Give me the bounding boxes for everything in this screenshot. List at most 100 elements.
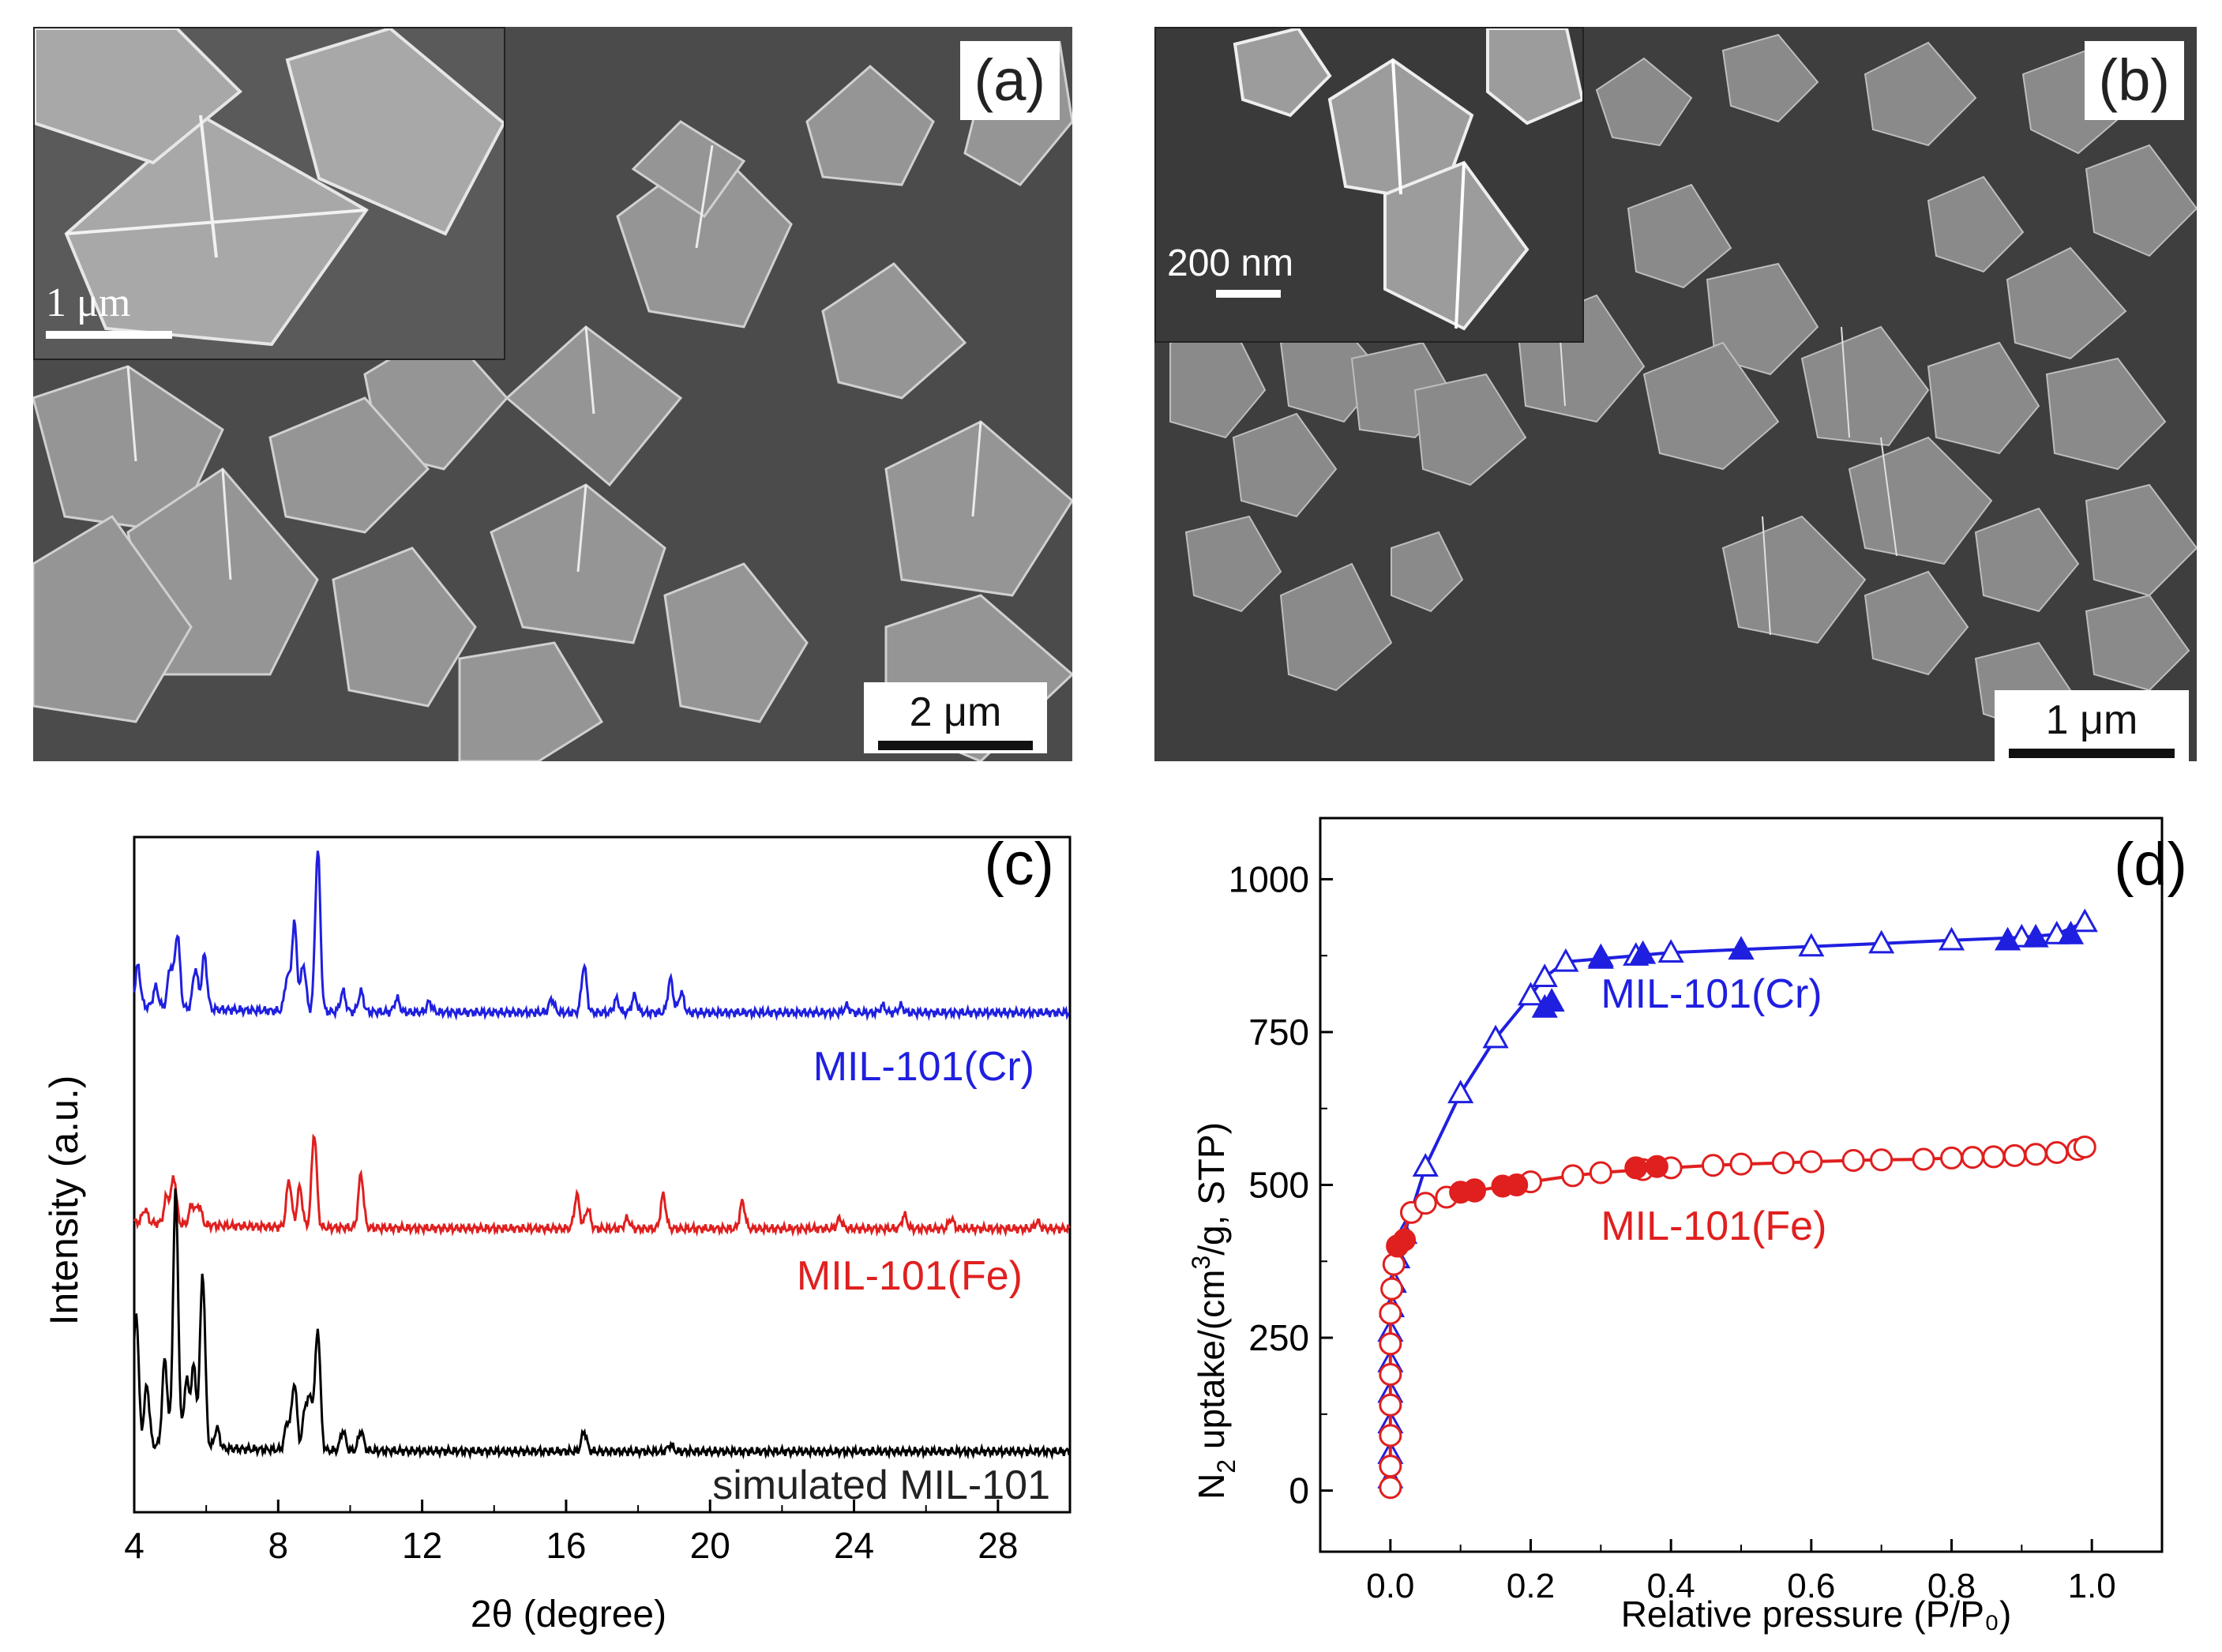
- x-tick-label-d-5: 1.0: [2068, 1567, 2116, 1605]
- y-tick-label-d-4: 1000: [1229, 858, 1309, 899]
- marker-ads-d-1: [1701, 1154, 1725, 1177]
- x-tick-label-c-3: 16: [546, 1525, 586, 1566]
- marker-ads-d-0: [1657, 939, 1684, 963]
- marker-ads-d-1: [1379, 1332, 1402, 1356]
- marker-ads-d-1: [1841, 1149, 1865, 1173]
- x-tick-label-c-1: 8: [268, 1525, 289, 1566]
- marker-ads-d-1: [2073, 1136, 2096, 1159]
- marker-ads-d-1: [1413, 1192, 1437, 1215]
- inset-scale-bar-b: 200 nm: [1167, 242, 1357, 298]
- marker-ads-d-0: [1798, 933, 1825, 957]
- ylabel-d-end: /g, STP): [1191, 1122, 1232, 1256]
- ylabel-d-sup: 3: [1187, 1256, 1215, 1270]
- series-label-c-2: simulated MIL-101: [712, 1462, 1050, 1508]
- marker-des-d-0: [1587, 943, 1614, 967]
- marker-des-d-0: [2022, 923, 2049, 948]
- marker-ads-d-1: [1729, 1152, 1753, 1176]
- inset-scale-label-b: 200 nm: [1167, 242, 1294, 284]
- marker-ads-d-1: [1771, 1151, 1795, 1175]
- marker-ads-d-1: [1379, 1393, 1402, 1417]
- sem-inset-b: 200 nm: [1154, 27, 1584, 343]
- panel-label-b: (b): [2084, 41, 2184, 120]
- marker-ads-d-1: [1379, 1301, 1402, 1325]
- marker-ads-d-1: [1382, 1252, 1406, 1276]
- x-tick-label-d-0: 0.0: [1366, 1567, 1414, 1605]
- ylabel-d-main: N: [1191, 1474, 1232, 1500]
- sem-image-a: 1 μm (a) 2 μm: [33, 27, 1072, 761]
- inset-scale-bar-a: 1 μm: [46, 280, 172, 339]
- x-tick-label-d-2: 0.4: [1647, 1567, 1695, 1605]
- marker-ads-d-1: [1961, 1146, 1984, 1170]
- marker-ads-d-0: [1531, 963, 1558, 987]
- panel-label-c: (c): [984, 831, 1054, 898]
- chart-d-isotherm: (d) N2 uptake/(cm3/g, STP) Relative pres…: [1187, 817, 2187, 1635]
- marker-des-d-0: [1531, 993, 1558, 1018]
- sem-crystals-a: [33, 27, 1072, 761]
- panel-label-a: (a): [959, 41, 1060, 120]
- x-tick-label-d-3: 0.6: [1787, 1567, 1835, 1605]
- series-line-d-1: [1388, 1145, 2085, 1488]
- marker-ads-d-1: [1561, 1164, 1585, 1188]
- y-tick-label-d-3: 750: [1248, 1012, 1309, 1053]
- marker-ads-d-0: [1938, 926, 1965, 951]
- marker-des-d-0: [2057, 921, 2085, 944]
- x-tick-label-c-0: 4: [124, 1525, 145, 1566]
- series-label-d-1: MIL-101(Fe): [1601, 1203, 1826, 1249]
- ylabel-d-rest: uptake/(cm: [1191, 1270, 1232, 1459]
- marker-ads-d-1: [1940, 1146, 1963, 1170]
- panel-label-d: (d): [2114, 831, 2187, 898]
- y-tick-label-d-1: 250: [1248, 1317, 1309, 1358]
- scale-label-b: 1 μm: [2045, 697, 2138, 743]
- marker-ads-d-0: [1482, 1024, 1509, 1049]
- x-tick-label-c-6: 28: [978, 1525, 1018, 1566]
- y-tick-label-d-0: 0: [1289, 1470, 1309, 1511]
- scale-bar-a: 2 μm: [864, 682, 1047, 753]
- marker-des-d-0: [1630, 940, 1657, 964]
- series-line-c-0: [133, 850, 1070, 1022]
- plot-frame-c: [133, 835, 1072, 1514]
- marker-ads-d-0: [1868, 929, 1895, 954]
- inset-crystal-b: [1156, 28, 1582, 341]
- marker-ads-d-1: [1379, 1476, 1402, 1500]
- marker-des-d-1: [1449, 1181, 1473, 1204]
- x-tick-label-c-5: 24: [834, 1525, 874, 1566]
- x-tick-label-d-1: 0.2: [1507, 1567, 1555, 1605]
- marker-des-d-1: [1624, 1156, 1648, 1180]
- marker-des-d-1: [1645, 1155, 1668, 1178]
- chart-c-xrd: (c) Intensity (a.u.) 2θ (degree) 4 8 12 16 2…: [42, 831, 1072, 1635]
- ylabel-d-sub: 2: [1212, 1459, 1240, 1474]
- marker-des-d-0: [1995, 926, 2021, 951]
- marker-ads-d-1: [1982, 1145, 2006, 1169]
- ylabel-d: N2 uptake/(cm3/g, STP): [1187, 1122, 1240, 1500]
- inset-crystal-a: [35, 28, 504, 359]
- marker-ads-d-1: [1379, 1455, 1402, 1478]
- marker-des-d-1: [1491, 1174, 1514, 1198]
- xlabel-d: Relative pressure (P/P₀): [1621, 1594, 2012, 1635]
- marker-ads-d-1: [1870, 1148, 1894, 1172]
- marker-ads-d-1: [2002, 1143, 2026, 1167]
- x-tick-label-d-4: 0.8: [1927, 1567, 1976, 1605]
- marker-ads-d-1: [1912, 1147, 1935, 1171]
- series-line-c-2: [133, 1188, 1071, 1461]
- scale-line-a: [878, 741, 1033, 750]
- series-label-c-1: MIL-101(Fe): [797, 1253, 1023, 1299]
- series-line-c-1: [133, 1133, 1071, 1237]
- marker-ads-d-1: [1380, 1277, 1404, 1301]
- marker-ads-d-1: [1379, 1424, 1402, 1447]
- marker-ads-d-0: [1552, 948, 1579, 972]
- inset-scale-line-a: [46, 331, 172, 339]
- sem-image-b: 200 nm (b) 1 μm: [1154, 27, 2197, 761]
- marker-ads-d-1: [1800, 1150, 1823, 1173]
- marker-ads-d-1: [2045, 1140, 2069, 1164]
- marker-ads-d-1: [2024, 1143, 2047, 1166]
- xlabel-c: 2θ (degree): [471, 1594, 666, 1635]
- marker-ads-d-0: [1447, 1079, 1474, 1104]
- marker-des-d-1: [1386, 1234, 1409, 1258]
- ylabel-c: Intensity (a.u.): [42, 1076, 86, 1326]
- x-tick-label-c-2: 12: [402, 1525, 442, 1566]
- scale-line-b: [2009, 749, 2175, 758]
- series-label-d-0: MIL-101(Cr): [1601, 971, 1822, 1017]
- y-tick-label-d-2: 500: [1248, 1165, 1309, 1206]
- scale-label-a: 2 μm: [909, 689, 1002, 735]
- series-label-c-0: MIL-101(Cr): [813, 1044, 1034, 1090]
